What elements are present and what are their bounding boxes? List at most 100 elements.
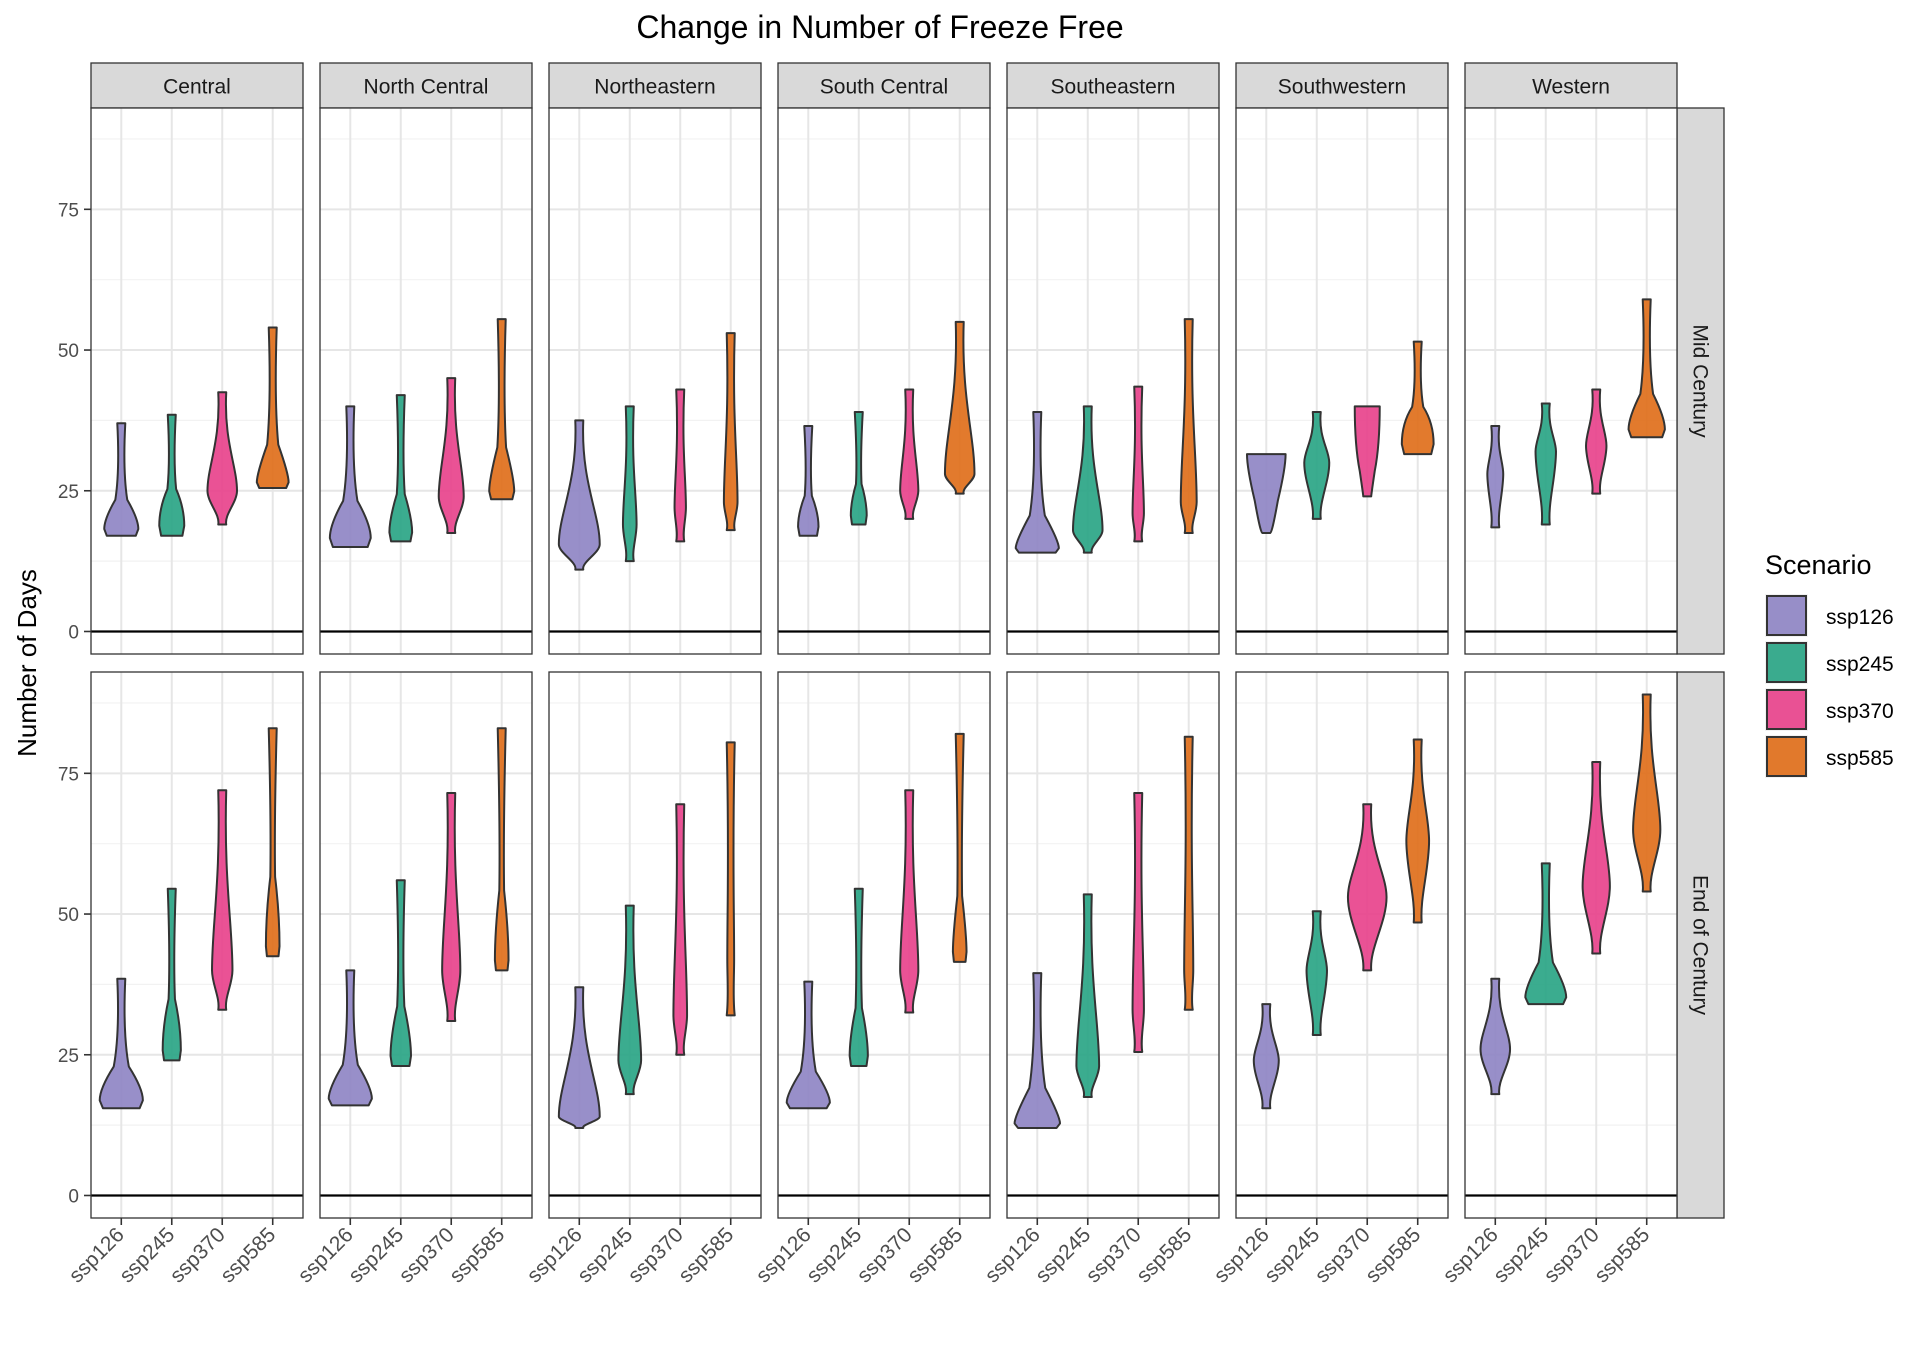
- violin-ssp245: [1534, 402, 1557, 526]
- legend-label-ssp245: ssp245: [1826, 653, 1894, 676]
- panel-mid-century-southwestern: [1235, 107, 1449, 655]
- violin-ssp126: [557, 986, 601, 1129]
- violin-ssp370: [673, 388, 687, 543]
- panel-mid-century-central: 0 25 50 75: [58, 107, 304, 655]
- violin-ssp126: [328, 405, 372, 549]
- violin-ssp370: [1346, 803, 1388, 972]
- facet-label-south-central: South Central: [820, 76, 948, 99]
- legend-swatch-ssp245: [1766, 642, 1807, 683]
- violin-ssp585: [488, 318, 516, 501]
- panel-border: [90, 671, 304, 1219]
- legend-label-ssp585: ssp585: [1826, 747, 1894, 770]
- violin-ssp585: [264, 727, 281, 958]
- violin-ssp370: [211, 789, 234, 1011]
- row-label-end-of-century: End of Century: [1689, 875, 1712, 1016]
- legend-swatch-ssp126: [1766, 595, 1807, 636]
- facet-strip-north-central: [319, 62, 533, 109]
- row-strip-end-of-century: [1676, 671, 1725, 1219]
- y-tick-label: 0: [68, 1186, 79, 1207]
- violin-ssp126: [1014, 410, 1060, 554]
- violin-ssp245: [388, 394, 414, 543]
- panel-border: [319, 107, 533, 655]
- panel-background: [1007, 108, 1219, 654]
- row-strip-mid-century: [1676, 107, 1725, 655]
- violin-ssp585: [1400, 340, 1435, 456]
- panel-border: [1006, 107, 1220, 655]
- facet-strip-central: [90, 62, 304, 109]
- facet-label-western: Western: [1532, 76, 1610, 99]
- panel-border: [90, 107, 304, 655]
- panel-background: [1236, 108, 1448, 654]
- facet-strip-northeastern: [548, 62, 762, 109]
- y-tick-label: 75: [58, 764, 79, 785]
- y-tick-label: 50: [58, 341, 79, 362]
- violin-ssp245: [1072, 405, 1104, 554]
- violin-ssp245: [1303, 410, 1331, 520]
- violin-ssp126: [797, 425, 820, 537]
- violin-ssp585: [255, 326, 290, 489]
- facet-label-northeastern: Northeastern: [594, 76, 715, 99]
- violin-ssp585: [1183, 735, 1195, 1011]
- violin-ssp370: [1353, 405, 1381, 498]
- violin-ssp585: [725, 741, 736, 1017]
- facet-label-southwestern: Southwestern: [1278, 76, 1406, 99]
- violin-ssp245: [1075, 893, 1101, 1098]
- y-tick-label: 75: [58, 200, 79, 221]
- violin-ssp585: [1627, 298, 1666, 439]
- y-tick-label: 50: [58, 905, 79, 926]
- violin-ssp585: [1179, 318, 1198, 534]
- facet-strip-southeastern: [1006, 62, 1220, 109]
- y-axis-title: Number of Days: [12, 569, 42, 757]
- panel-background: [320, 108, 532, 654]
- violin-ssp126: [1252, 1003, 1280, 1110]
- violin-ssp370: [1581, 761, 1611, 955]
- violin-ssp370: [1585, 388, 1608, 495]
- panel-border: [1464, 107, 1678, 655]
- violin-ssp126: [785, 980, 831, 1110]
- violin-ssp585: [951, 732, 968, 963]
- facet-strip-southwestern: [1235, 62, 1449, 109]
- violin-ssp126: [103, 422, 140, 537]
- panel-mid-century-south-central: [777, 107, 991, 655]
- violin-ssp585: [493, 727, 510, 972]
- violin-ssp126: [557, 419, 601, 571]
- violin-ssp245: [1305, 910, 1328, 1037]
- violin-ssp126: [1013, 972, 1061, 1129]
- panel-background: [1236, 672, 1448, 1218]
- panel-background: [91, 108, 303, 654]
- panel-mid-century-north-central: [319, 107, 533, 655]
- chart-title: Change in Number of Freeze Free: [636, 9, 1123, 45]
- violin-ssp370: [899, 789, 920, 1014]
- panel-mid-century-northeastern: [548, 107, 762, 655]
- violin-ssp245: [161, 887, 182, 1062]
- y-tick-label: 25: [58, 482, 79, 503]
- facet-label-southeastern: Southeastern: [1051, 76, 1176, 99]
- violin-ssp370: [437, 377, 465, 534]
- violin-ssp245: [1524, 862, 1568, 1006]
- legend-title: Scenario: [1765, 550, 1872, 580]
- legend-swatch-ssp585: [1766, 736, 1807, 777]
- violin-ssp245: [849, 410, 868, 526]
- violin-ssp245: [848, 887, 869, 1068]
- violin-ssp126: [1245, 453, 1287, 534]
- violin-ssp370: [441, 792, 462, 1022]
- violin-ssp585: [722, 332, 739, 532]
- violin-ssp126: [1479, 977, 1512, 1096]
- violin-ssp126: [1486, 425, 1505, 529]
- facet-strip-south-central: [777, 62, 991, 109]
- violin-ssp245: [617, 904, 643, 1096]
- legend: Scenario ssp126 ssp245 ssp370 ssp585: [1765, 550, 1894, 778]
- row-label-mid-century: Mid Century: [1689, 324, 1712, 438]
- legend-swatch-ssp370: [1766, 689, 1807, 730]
- violin-ssp126: [98, 977, 144, 1110]
- panel-border: [548, 107, 762, 655]
- y-tick-label: 0: [68, 622, 79, 643]
- violin-ssp370: [1131, 792, 1145, 1053]
- violin-ssp585: [943, 320, 976, 495]
